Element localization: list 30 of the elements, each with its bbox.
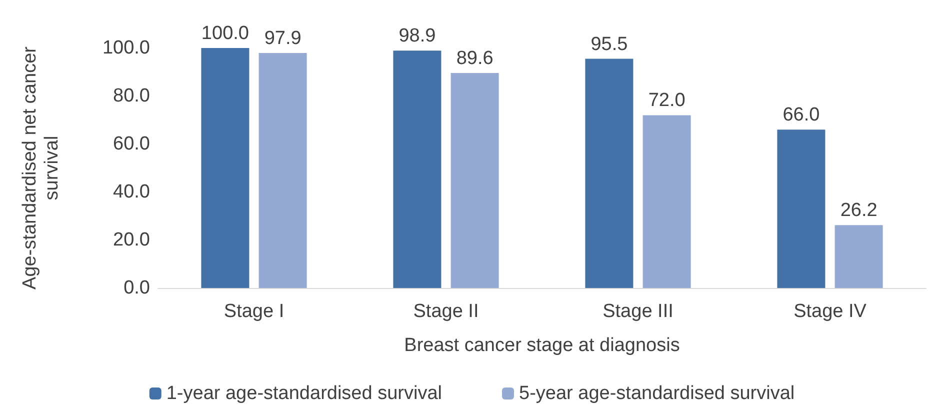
y-tick-label: 80.0: [113, 86, 150, 106]
y-axis-title: Age-standardised net cancer survival: [20, 46, 62, 290]
data-label: 26.2: [840, 200, 878, 222]
bar: [834, 225, 883, 288]
data-label: 66.0: [782, 104, 820, 126]
legend-label: 5-year age-standardised survival: [519, 383, 795, 404]
bar: [450, 72, 499, 288]
bar: [258, 53, 307, 288]
data-label: 97.9: [264, 28, 302, 50]
y-tick-label: 40.0: [113, 182, 150, 202]
bar: [777, 130, 826, 288]
x-tick-label: Stage III: [602, 301, 674, 322]
y-tick-label: 60.0: [113, 134, 150, 154]
y-tick-label: 20.0: [113, 230, 150, 250]
x-tick-label: Stage IV: [794, 301, 867, 322]
x-tick-label: Stage I: [224, 301, 284, 322]
x-axis-title: Breast cancer stage at diagnosis: [404, 335, 680, 356]
data-label: 98.9: [398, 26, 436, 47]
data-label: 89.6: [456, 48, 494, 69]
y-tick-label: 0.0: [124, 278, 150, 298]
bar: [393, 50, 442, 288]
bar: [201, 48, 250, 288]
data-label: 95.5: [590, 34, 628, 55]
bar: [585, 58, 634, 288]
legend-label: 1-year age-standardised survival: [166, 383, 442, 404]
x-tick-label: Stage II: [413, 301, 479, 322]
data-label: 72.0: [648, 90, 686, 112]
y-tick-label: 100.0: [102, 38, 150, 58]
data-label: 100.0: [201, 23, 249, 44]
bar: [642, 115, 691, 288]
